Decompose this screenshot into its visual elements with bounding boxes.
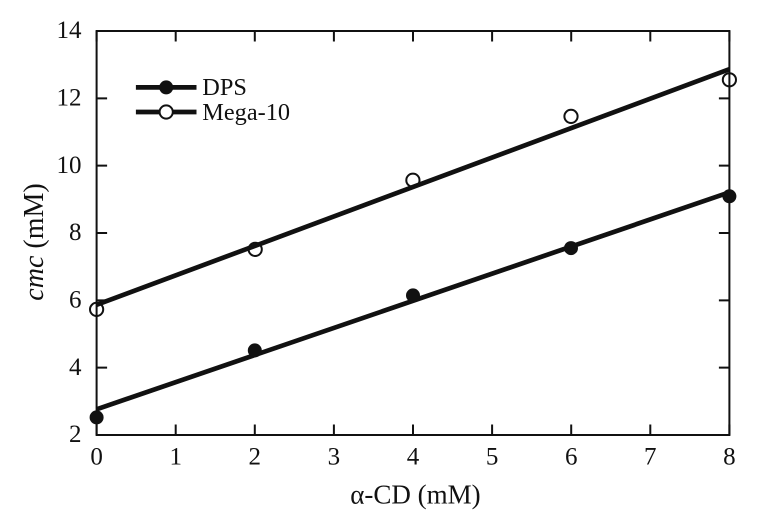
svg-text:1: 1: [169, 444, 182, 471]
svg-text:6: 6: [69, 287, 82, 314]
svg-text:6: 6: [565, 444, 578, 471]
svg-text:12: 12: [57, 85, 82, 112]
svg-text:10: 10: [57, 152, 82, 179]
svg-text:4: 4: [69, 354, 82, 381]
svg-text:2: 2: [69, 421, 82, 448]
svg-text:7: 7: [644, 444, 657, 471]
svg-text:DPS: DPS: [202, 74, 247, 101]
svg-text:14: 14: [57, 17, 83, 44]
svg-text:Mega-10: Mega-10: [202, 99, 290, 126]
svg-text:4: 4: [407, 444, 420, 471]
svg-text:8: 8: [723, 444, 736, 471]
svg-text:5: 5: [486, 444, 499, 471]
svg-text:8: 8: [69, 219, 82, 246]
svg-text:α-CD (mM): α-CD (mM): [350, 480, 480, 510]
svg-text:3: 3: [328, 444, 341, 471]
svg-text:2: 2: [249, 444, 262, 471]
svg-text:0: 0: [90, 444, 103, 471]
svg-text:cmc (mM): cmc (mM): [19, 183, 50, 300]
